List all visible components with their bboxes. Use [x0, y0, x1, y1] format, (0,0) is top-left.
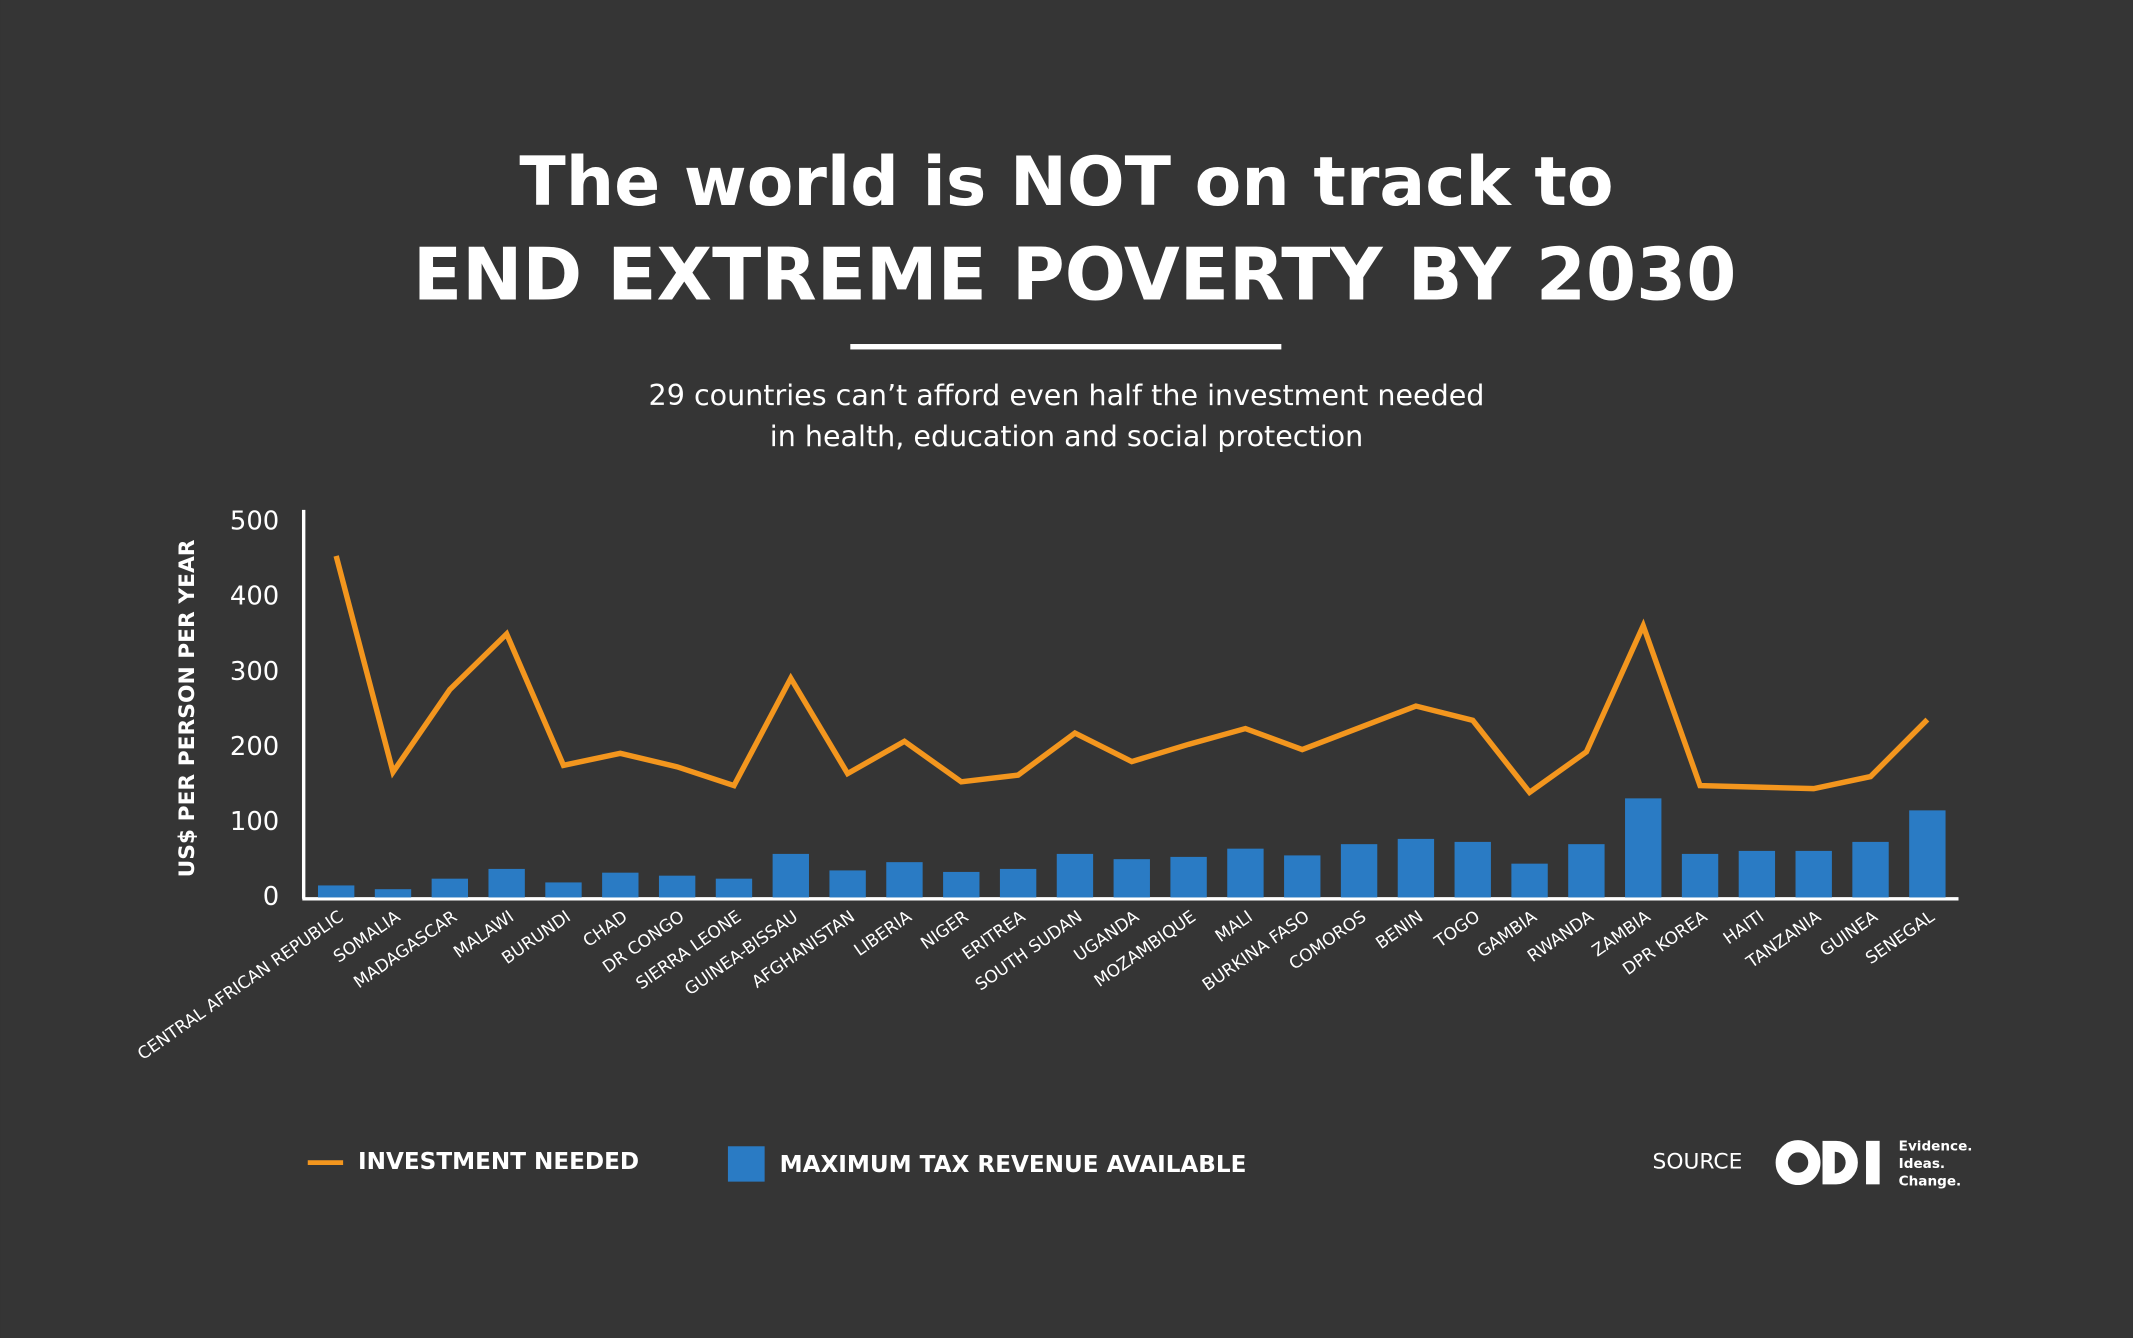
- y-tick-label: 0: [263, 882, 279, 912]
- chart-title: END EXTREME POVERTY BY 2030: [413, 233, 1736, 317]
- bar: [1852, 841, 1889, 898]
- bar: [1454, 841, 1491, 898]
- bar: [829, 870, 866, 898]
- bar: [317, 885, 355, 898]
- odi-logo: Evidence. Ideas. Change.: [1775, 1138, 1973, 1190]
- logo-tagline: Evidence.: [1899, 1138, 1973, 1154]
- line: [333, 555, 1930, 797]
- y-tick-label: 300: [230, 657, 279, 687]
- y-tick-label: 100: [230, 807, 279, 837]
- bar: [1113, 859, 1150, 898]
- title-underline: [850, 344, 1282, 350]
- logo-tagline: Change.: [1899, 1174, 1962, 1190]
- bar: [886, 862, 923, 898]
- subtitle: 29 countries can’t afford even half the …: [649, 378, 1485, 412]
- y-tick-label: 500: [230, 507, 279, 537]
- bar: [602, 872, 639, 898]
- logo-tagline: Ideas.: [1899, 1156, 1945, 1172]
- bar: [1340, 844, 1378, 898]
- bar: [1738, 850, 1776, 898]
- y-tick-label: 200: [230, 732, 279, 762]
- bar: [1909, 810, 1946, 898]
- chart-title: The world is NOT on track to: [519, 143, 1613, 222]
- bar: [1227, 848, 1264, 898]
- source-label: SOURCE: [1653, 1150, 1743, 1175]
- legend-swatch: [727, 1146, 765, 1182]
- bar: [658, 875, 696, 898]
- logo-d: [1822, 1140, 1858, 1185]
- bar: [1625, 798, 1662, 898]
- logo-o: [1775, 1140, 1821, 1186]
- legend-label: MAXIMUM TAX REVENUE AVAILABLE: [780, 1152, 1247, 1178]
- bar: [715, 878, 753, 898]
- bar: [1170, 856, 1207, 898]
- bar: [1056, 853, 1094, 898]
- bar: [545, 882, 582, 898]
- bar: [374, 889, 412, 898]
- bar: [772, 853, 809, 898]
- bar: [1397, 838, 1435, 898]
- bar: [943, 871, 980, 898]
- y-axis-label: US$ PER PERSON PER YEAR: [175, 539, 200, 877]
- bar: [488, 868, 525, 898]
- bar: [431, 878, 469, 898]
- subtitle: in health, education and social protecti…: [770, 419, 1363, 453]
- legend-label: INVESTMENT NEEDED: [358, 1149, 639, 1175]
- bar: [1681, 853, 1719, 898]
- y-tick-label: 400: [230, 582, 279, 612]
- logo-i: [1866, 1140, 1880, 1185]
- bar: [1795, 850, 1832, 898]
- bar: [999, 868, 1037, 898]
- bar: [1568, 844, 1605, 898]
- bar: [1284, 855, 1321, 898]
- bar: [1511, 863, 1548, 898]
